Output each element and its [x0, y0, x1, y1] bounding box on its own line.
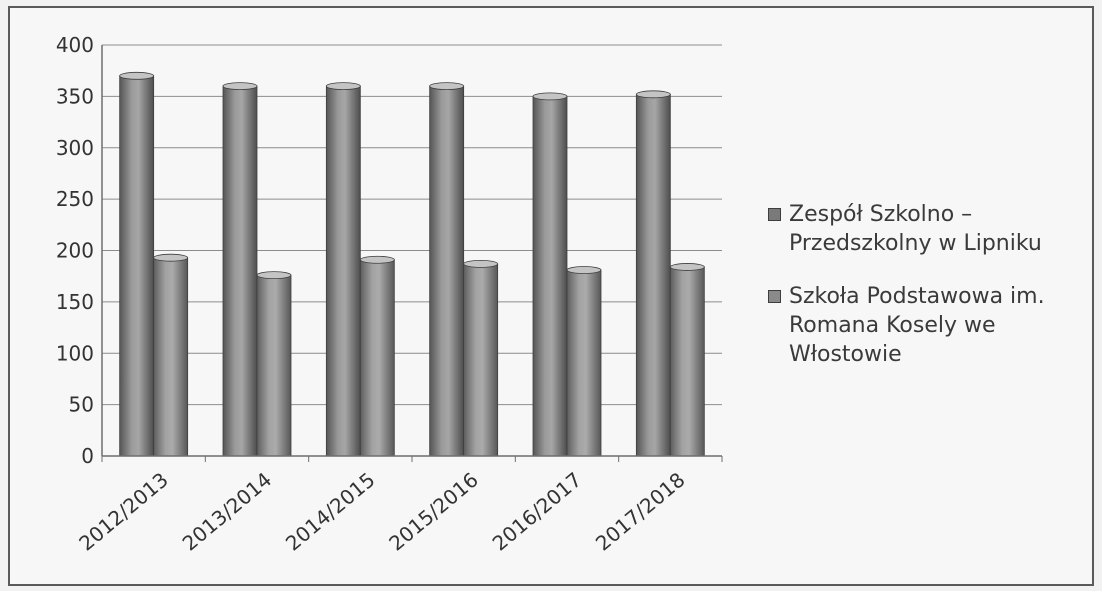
bar-2-2013/2014 — [256, 274, 292, 457]
x-tick-label: 2016/2017 — [488, 467, 587, 555]
y-tick-label: 250 — [56, 187, 94, 211]
bar-1-2013/2014 — [222, 85, 258, 457]
bar-2-2014/2015 — [359, 259, 395, 457]
bar-top-cap — [463, 259, 499, 268]
bar-top-cap — [532, 92, 568, 101]
y-tick-label: 200 — [56, 239, 94, 263]
bar-2-2012/2013 — [153, 257, 189, 457]
x-axis-ticks: 2012/2013 2013/2014 2014/2015 2015/2016 2016… — [74, 467, 689, 555]
y-tick-label: 100 — [56, 341, 94, 365]
bar-top-cap — [222, 82, 258, 90]
legend-swatch-icon — [768, 290, 781, 303]
y-tick-label: 400 — [56, 33, 94, 57]
axes — [101, 45, 723, 462]
bar-1-2014/2015 — [325, 85, 361, 457]
bar-top-cap — [429, 82, 465, 90]
legend-label: Zespół Szkolno – Przedszkolny w Lipniku — [789, 202, 1042, 256]
x-tick-label: 2015/2016 — [384, 467, 483, 555]
bar-top-cap — [566, 266, 602, 274]
bar-top-cap — [635, 90, 671, 99]
bar-1-2012/2013 — [119, 75, 155, 457]
y-tick-label: 50 — [69, 393, 94, 417]
y-tick-label: 300 — [56, 136, 94, 160]
bar-1-2015/2016 — [429, 85, 465, 457]
bar-top-cap — [153, 253, 189, 262]
bar-1-2017/2018 — [635, 93, 671, 457]
x-tick-label: 2012/2013 — [74, 467, 173, 555]
bar-2-2015/2016 — [463, 263, 499, 457]
legend-label: Szkoła Podstawowa im. Romana Kosely we W… — [789, 284, 1045, 367]
grid-lines — [102, 44, 722, 457]
legend-item-series-1: Zespół Szkolno – Przedszkolny w Lipniku — [768, 200, 1098, 258]
y-tick-label: 0 — [81, 444, 94, 468]
y-tick-label: 150 — [56, 290, 94, 314]
bar-2-2017/2018 — [669, 266, 705, 457]
bar-top-cap — [119, 71, 155, 80]
bar-2-2016/2017 — [566, 269, 602, 457]
legend-item-series-2: Szkoła Podstawowa im. Romana Kosely we W… — [768, 282, 1098, 369]
y-tick-label: 350 — [56, 84, 94, 108]
x-tick-label: 2014/2015 — [281, 467, 380, 555]
bar-top-cap — [256, 271, 292, 280]
legend-swatch-icon — [768, 208, 781, 221]
y-axis-ticks: 0 50 100 150 200 250 300 350 400 — [56, 33, 94, 468]
legend: Zespół Szkolno – Przedszkolny w Lipniku … — [768, 200, 1098, 393]
x-tick-label: 2013/2014 — [178, 467, 277, 555]
bar-top-cap — [669, 263, 705, 271]
x-tick-label: 2017/2018 — [591, 467, 690, 555]
bar-group — [119, 71, 705, 457]
bar-top-cap — [325, 82, 361, 90]
bar-1-2016/2017 — [532, 95, 568, 457]
bar-top-cap — [359, 255, 395, 264]
